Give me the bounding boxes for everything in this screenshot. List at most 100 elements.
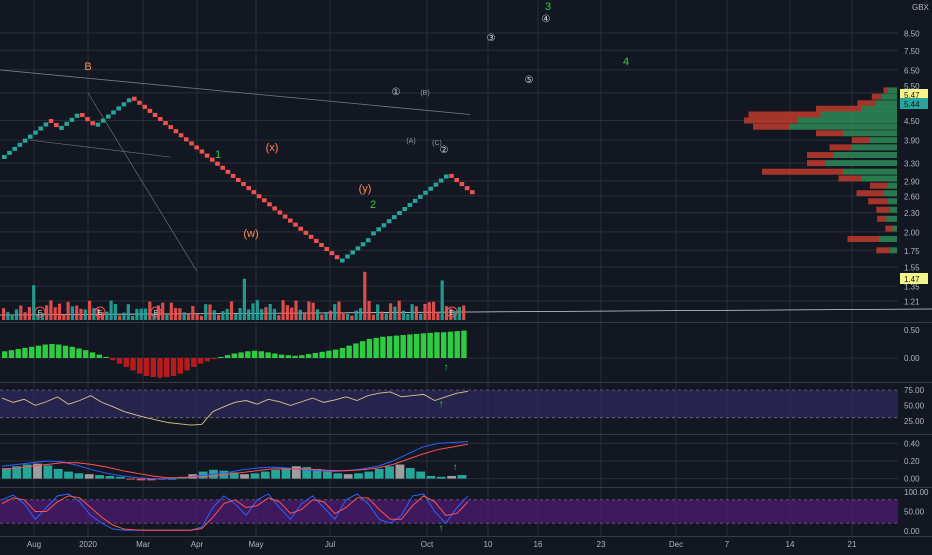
volume-bar xyxy=(457,306,461,320)
volume-bar xyxy=(204,304,208,320)
wave-label: (A) xyxy=(406,138,415,145)
volume-bar xyxy=(328,310,332,320)
volume-bar xyxy=(251,303,255,320)
x-tick-label: Apr xyxy=(191,540,204,549)
volume-bar xyxy=(70,306,74,320)
y-tick-label: 1.75 xyxy=(904,247,920,256)
wave-label: 2 xyxy=(370,199,376,211)
volume-profile-up-bar xyxy=(798,117,897,124)
y-tick-label: 2.90 xyxy=(904,177,920,186)
momentum-bar xyxy=(292,355,298,358)
volume-bar xyxy=(363,271,367,320)
volume-profile-up-bar xyxy=(879,235,897,242)
volume-profile-down-bar xyxy=(883,87,888,94)
renko-brick xyxy=(147,108,153,113)
volume-bar xyxy=(53,307,57,320)
volume-profile-up-bar xyxy=(886,215,897,222)
macd-histogram-bar xyxy=(240,474,249,479)
wave-label: ④ xyxy=(542,14,551,25)
price-label-bg xyxy=(900,89,928,100)
y-tick-label: 1.21 xyxy=(904,298,920,307)
volume-bar xyxy=(96,308,100,320)
macd-histogram-bar xyxy=(291,466,301,479)
momentum-bar xyxy=(332,349,339,358)
volume-bar xyxy=(371,314,375,320)
renko-brick xyxy=(288,218,293,223)
wave-label: ⑤ xyxy=(525,75,534,86)
renko-brick xyxy=(303,230,309,235)
event-marker-label: E xyxy=(154,310,159,317)
macd-histogram-bar xyxy=(416,471,426,479)
signal-arrow: ↑ xyxy=(439,399,444,410)
macd-histogram-bar xyxy=(260,471,270,479)
volume-profile-down-bar xyxy=(870,182,888,189)
volume-bar xyxy=(186,313,191,320)
volume-bar xyxy=(307,301,311,320)
volume-profile-down-bar xyxy=(856,190,884,197)
x-tick-label: Dec xyxy=(669,540,683,549)
renko-brick xyxy=(272,206,277,211)
momentum-bar xyxy=(8,350,15,358)
volume-bar xyxy=(397,300,401,320)
wave-label: B xyxy=(84,61,91,73)
volume-bar xyxy=(212,310,216,320)
renko-brick xyxy=(152,112,158,117)
renko-brick xyxy=(459,182,465,187)
renko-brick xyxy=(132,96,137,101)
renko-brick xyxy=(412,198,418,203)
volume-profile-down-bar xyxy=(852,137,870,144)
price-label-bg xyxy=(900,98,928,109)
renko-brick xyxy=(433,182,439,187)
volume-bar xyxy=(195,314,199,320)
renko-brick xyxy=(262,198,267,203)
renko-brick xyxy=(324,247,329,252)
renko-brick xyxy=(90,121,95,126)
y-tick-label: 0.20 xyxy=(904,457,920,466)
renko-brick xyxy=(256,194,262,199)
volume-profile-down-bar xyxy=(807,160,825,167)
y-tick-label: 0.00 xyxy=(904,354,920,363)
y-tick-label: 1.55 xyxy=(904,263,920,272)
momentum-bar xyxy=(170,358,177,376)
momentum-bar xyxy=(96,354,102,358)
currency-label: GBX xyxy=(912,3,930,12)
volume-bar xyxy=(298,309,302,320)
y-tick-label: 2.60 xyxy=(904,192,920,201)
volume-profile-up-bar xyxy=(825,160,897,167)
momentum-bar xyxy=(224,355,231,358)
renko-brick xyxy=(386,219,392,224)
momentum-bar xyxy=(299,355,305,358)
y-tick-label: 3.30 xyxy=(904,160,920,169)
trend-line xyxy=(87,92,198,272)
momentum-bar xyxy=(42,344,48,358)
macd-histogram-bar xyxy=(136,478,146,481)
momentum-bar xyxy=(353,343,359,358)
volume-bar xyxy=(303,312,307,320)
renko-brick xyxy=(12,146,17,151)
momentum-bar xyxy=(427,332,433,358)
volume-bar xyxy=(432,301,436,320)
macd-histogram-bar xyxy=(43,465,53,479)
renko-brick xyxy=(277,210,283,215)
volume-profile-up-bar xyxy=(880,93,897,100)
volume-bar xyxy=(337,301,341,320)
wave-label: (y) xyxy=(359,183,372,195)
volume-bar xyxy=(105,311,109,320)
volume-bar xyxy=(376,304,380,320)
y-tick-label: 0.40 xyxy=(904,439,920,448)
stoch-band xyxy=(0,499,898,524)
volume-bar xyxy=(311,302,315,320)
event-marker-circle xyxy=(34,306,46,318)
price-label: 5.44 xyxy=(904,100,920,109)
renko-brick xyxy=(85,117,90,122)
volume-bar xyxy=(440,280,444,320)
x-tick-label: 7 xyxy=(725,540,730,549)
x-tick-label: Oct xyxy=(421,540,434,549)
y-tick-label: 3.90 xyxy=(904,137,920,146)
renko-brick xyxy=(43,122,49,127)
x-tick-label: 14 xyxy=(786,540,795,549)
wave-label: (B) xyxy=(420,90,429,97)
renko-brick xyxy=(329,251,335,256)
renko-brick xyxy=(137,100,142,105)
